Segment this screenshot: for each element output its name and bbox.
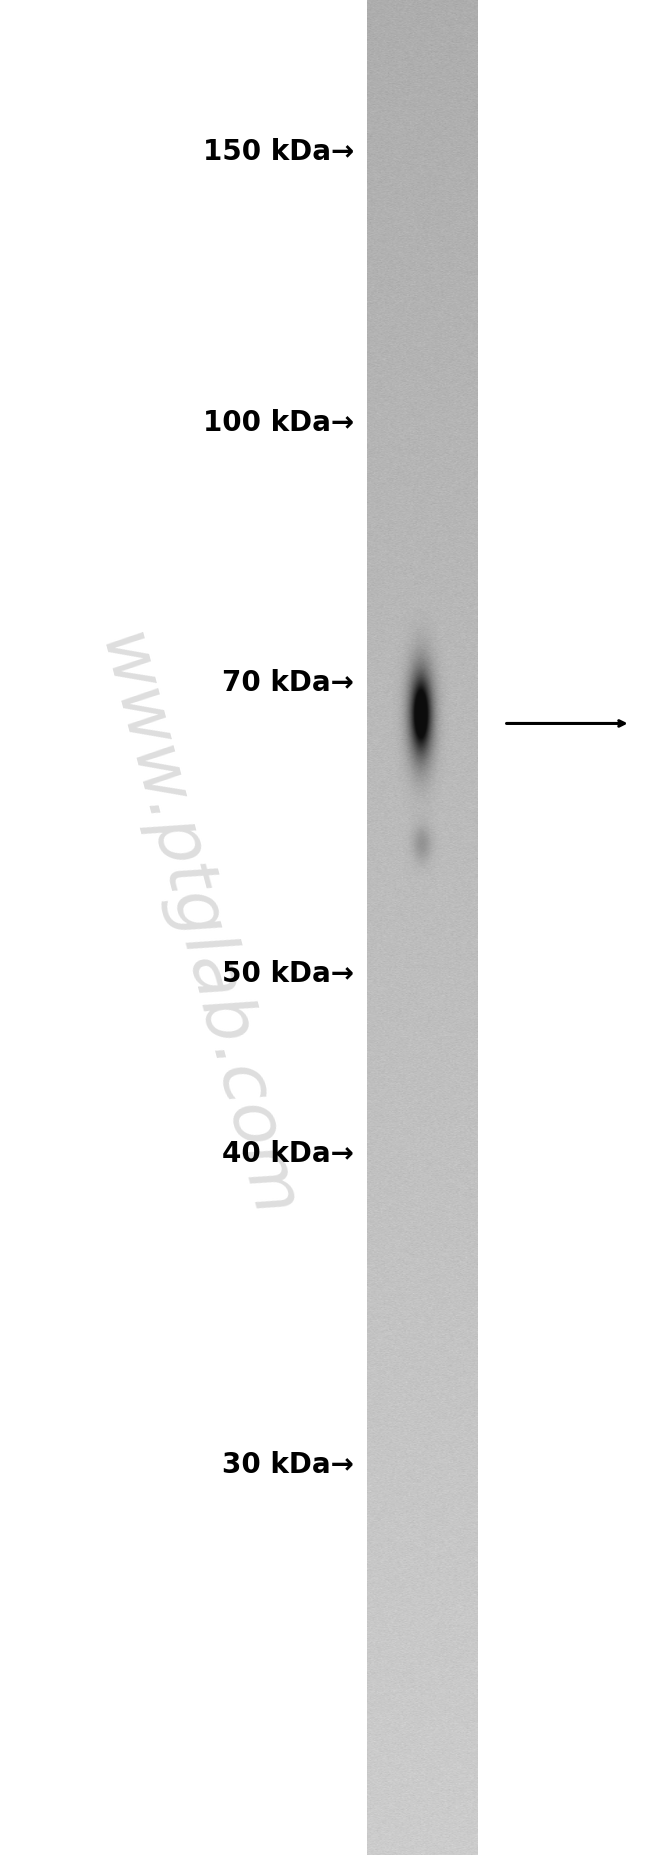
- Text: 40 kDa→: 40 kDa→: [222, 1139, 354, 1169]
- Text: 30 kDa→: 30 kDa→: [222, 1451, 354, 1480]
- Text: www.ptglab.com: www.ptglab.com: [84, 627, 306, 1228]
- Text: 150 kDa→: 150 kDa→: [203, 137, 354, 167]
- Text: 50 kDa→: 50 kDa→: [222, 959, 354, 989]
- Text: 100 kDa→: 100 kDa→: [203, 408, 354, 438]
- Text: 70 kDa→: 70 kDa→: [222, 668, 354, 697]
